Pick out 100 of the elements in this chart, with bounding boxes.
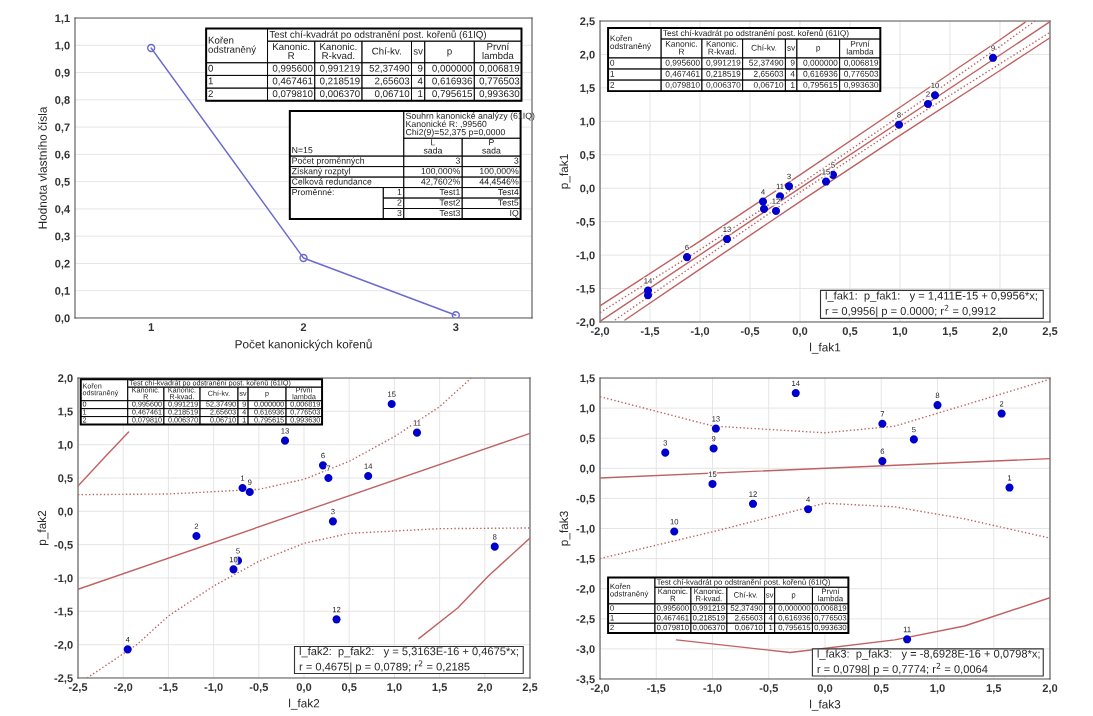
annotation: l_fak1: p_fak1: y = 1,411E-15 + 0,9956*x; r = 0,9956| p = 0.0000; r$^{2}$ = 0,9912 [825, 291, 1037, 318]
point [299, 253, 308, 263]
annotation: Test3 [439, 209, 460, 217]
annotation: Kanonic. R [273, 42, 310, 60]
x-tick-label: 1,0 [892, 327, 908, 337]
annotation: p [816, 46, 821, 53]
y-tick-label: 0,4 [55, 205, 71, 215]
annotation: 0,006819 [479, 64, 520, 73]
annotation: Proměnné: [292, 188, 334, 196]
x-tick-label: -0,5 [740, 327, 760, 337]
y-tick-label: -0,5 [576, 217, 595, 228]
annotation: 2 [397, 199, 402, 206]
annotation: 3 [455, 157, 460, 164]
point [123, 645, 132, 654]
y-tick-label: -3,0 [576, 645, 595, 655]
annotation: 0,995600 [272, 64, 313, 73]
y-tick-label: 0,1 [55, 286, 70, 297]
point [238, 483, 247, 493]
annotation: 0,776503 [844, 70, 879, 78]
annotation: Chí-kv. [751, 44, 777, 51]
annotation: 0 [208, 64, 214, 72]
point [821, 177, 831, 186]
x-tick-label: 0,0 [296, 683, 312, 693]
annotation: l_fak2: p_fak2: y = 5,3163E-16 + 0,4675*x; r = 0,4675| p = 0,0789; r$^{2}$ = 0,2185 [299, 647, 518, 673]
annotation: 4 [790, 70, 795, 77]
line-series [78, 378, 472, 496]
y-tick-label: -0,5 [54, 540, 73, 551]
x-tick-label: 0,0 [817, 684, 833, 694]
y-tick-label: 1,0 [580, 404, 595, 414]
y-axis-title: Hodnota vlastního čísla [38, 106, 47, 229]
point [909, 435, 918, 444]
x-tick-label: 1 [148, 323, 154, 331]
y-tick-label: 1,5 [580, 84, 595, 94]
annotation: 2 [610, 81, 615, 88]
x-tick-label: 2,5 [522, 683, 538, 693]
annotation: 100,000% [480, 167, 519, 176]
point [328, 517, 337, 526]
y-tick-label: -1,0 [54, 574, 73, 584]
annotation: 0,000000 [803, 59, 838, 67]
annotation: 42,7602% [421, 178, 461, 186]
annotation: 0,995600 [665, 59, 700, 67]
annotation: První lambda [482, 42, 514, 60]
point [722, 235, 732, 244]
y-tick-label: 0,0 [58, 507, 73, 518]
annotation: 3 [514, 157, 519, 164]
annotation: Celková redundance [292, 178, 372, 185]
point [670, 527, 679, 536]
x-tick-label: -2,0 [590, 684, 610, 694]
x-tick-label: 0,5 [873, 684, 889, 694]
annotation: sv [413, 49, 423, 55]
y-tick-label: 0,6 [55, 150, 70, 161]
point [988, 53, 998, 62]
y-axis-title: p_fak1 [559, 154, 571, 189]
y-tick-label: -1,5 [54, 607, 73, 618]
x-tick-label: 1,5 [942, 327, 958, 337]
x-tick-label: -1,5 [159, 683, 178, 693]
annotation: sv [787, 46, 796, 51]
y-tick-label: 0,5 [58, 474, 73, 484]
annotation: 1 [418, 90, 423, 97]
point [894, 120, 904, 129]
annotation: 2,65603 [753, 70, 784, 78]
annotation: Kanonic. R [665, 40, 697, 55]
y-tick-label: -0,5 [576, 494, 595, 505]
annotation: Kanonic. R-kvad. [320, 42, 357, 60]
annotation: 0,000000 [432, 64, 473, 73]
point [682, 253, 692, 262]
annotation: 1 [610, 70, 615, 77]
x-tick-label: 1,0 [387, 683, 402, 693]
point [245, 487, 254, 497]
x-tick-label: -1,5 [640, 327, 660, 337]
annotation: 2,65603 [375, 77, 410, 86]
annotation: l_fak3: p_fak3: y = -8,6928E-16 + 0,0798*x; r = 0,0798| p = 0,7774; r$^{2}$ = 0,0064 [817, 649, 1040, 676]
annotation: 0,218519 [706, 70, 741, 78]
point [933, 401, 942, 410]
point [759, 204, 769, 214]
annotation: 0,006819 [844, 59, 879, 67]
annotation: 0,991219 [319, 64, 360, 73]
annotation: Kořen odstraněný [610, 35, 652, 51]
y-axis-title: p_fak2 [37, 510, 49, 545]
x-tick-label: 1,5 [432, 683, 448, 693]
x-axis-title: l_fak3 [810, 699, 841, 711]
y-tick-label: -1,0 [576, 251, 595, 261]
annotation: 0 [610, 59, 615, 66]
point [229, 565, 238, 574]
annotation: 52,37490 [369, 64, 410, 73]
y-tick-label: 0,8 [55, 96, 70, 106]
x-axis-title: l_fak2 [289, 698, 320, 710]
annotation: Test chí-kvadrát po odstranění post. kořenů (61IQ) [663, 29, 849, 38]
y-tick-label: 1,5 [580, 374, 595, 384]
x-tick-label: -0,5 [759, 684, 779, 694]
annotation: 52,37490 [749, 59, 784, 67]
y-tick-label: -1,5 [576, 284, 595, 295]
annotation: N=15 [292, 147, 313, 154]
annotation: 100,000% [421, 167, 461, 176]
y-tick-label: 2,0 [58, 374, 73, 384]
annotation: 1 [208, 77, 213, 85]
annotation: Test5 [498, 199, 519, 206]
y-axis-title: p_fak3 [559, 511, 571, 546]
x-axis-title: l_fak1 [810, 342, 841, 354]
x-axis-title: Počet kanonických kořenů [235, 338, 372, 351]
